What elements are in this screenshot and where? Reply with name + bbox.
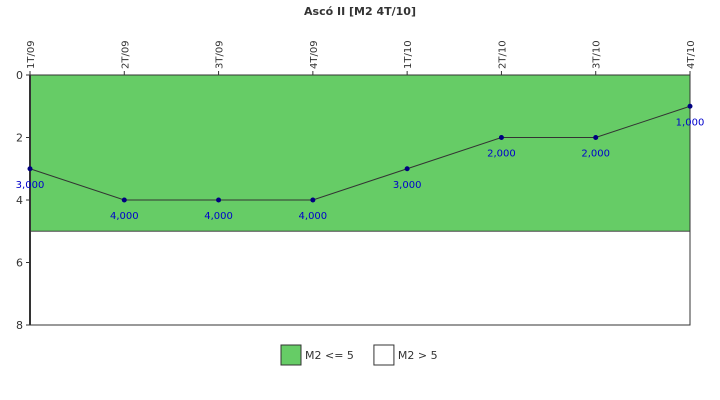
value-label: 4,000 xyxy=(204,211,233,222)
chart-title: Ascó II [M2 4T/10] xyxy=(304,5,416,18)
y-tick-label: 8 xyxy=(16,319,23,332)
point xyxy=(216,197,222,203)
x-tick-label: 1T/09 xyxy=(26,40,37,69)
x-tick-label: 4T/09 xyxy=(309,40,320,69)
x-tick-label: 3T/09 xyxy=(215,40,226,69)
value-label: 2,000 xyxy=(487,149,516,160)
line xyxy=(29,105,691,201)
x-tick-label: 3T/10 xyxy=(592,40,603,69)
x-tick-label: 2T/09 xyxy=(120,40,131,69)
band xyxy=(29,230,691,326)
value-label: 4,000 xyxy=(110,211,139,222)
legend-swatch xyxy=(373,344,395,366)
value-label: 1,000 xyxy=(676,117,705,128)
point xyxy=(404,166,410,172)
y-tick-label: 2 xyxy=(16,132,23,145)
y-tick-label: 4 xyxy=(16,194,23,207)
y-tick-label: 0 xyxy=(16,69,23,82)
point xyxy=(121,197,127,203)
point xyxy=(310,197,316,203)
value-label: 2,000 xyxy=(581,149,610,160)
legend-label: M2 > 5 xyxy=(398,349,438,362)
point xyxy=(27,166,33,172)
x-tick-label: 4T/10 xyxy=(686,40,697,69)
point xyxy=(593,135,599,140)
point xyxy=(498,135,504,140)
x-tick-label: 1T/10 xyxy=(403,40,414,69)
value-label: 4,000 xyxy=(299,211,328,222)
point xyxy=(687,103,693,109)
x-tick-label: 2T/10 xyxy=(497,40,508,69)
band xyxy=(29,74,691,232)
value-label: 3,000 xyxy=(16,180,45,191)
legend-swatch xyxy=(280,344,302,366)
value-label: 3,000 xyxy=(393,180,422,191)
legend-label: M2 <= 5 xyxy=(305,349,354,362)
y-tick-label: 6 xyxy=(16,257,23,270)
